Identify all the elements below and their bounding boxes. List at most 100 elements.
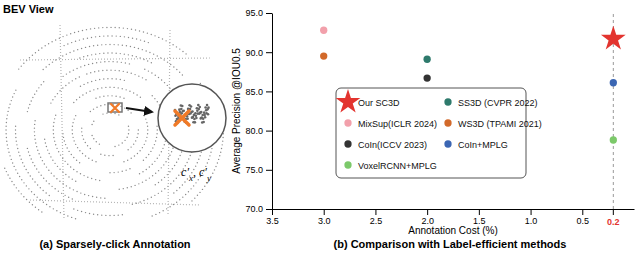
bev-point	[169, 206, 170, 207]
bev-point	[138, 48, 139, 49]
bev-point	[53, 129, 54, 130]
bev-point	[148, 70, 149, 71]
car-point	[194, 112, 197, 115]
bev-point	[95, 179, 96, 180]
bev-point	[29, 155, 30, 156]
bev-point	[125, 62, 126, 63]
bev-point	[40, 187, 41, 188]
bev-point	[142, 49, 143, 50]
bev-point	[158, 193, 159, 194]
bev-point	[152, 175, 153, 176]
bev-point	[139, 173, 140, 174]
bev-point	[146, 122, 147, 123]
bev-point	[130, 46, 131, 47]
panel-title: BEV View	[3, 3, 54, 15]
bev-point	[79, 162, 80, 163]
bev-point	[67, 43, 68, 44]
tick-label: 3.5	[266, 216, 279, 226]
bev-point	[120, 79, 121, 80]
bev-point	[212, 173, 213, 174]
bev-point	[104, 198, 105, 199]
bev-point	[99, 79, 100, 80]
bev-point	[34, 120, 35, 121]
bev-point	[72, 178, 73, 179]
bev-point	[151, 215, 152, 216]
bev-point	[157, 101, 158, 102]
bev-point	[119, 189, 120, 190]
bev-point	[68, 176, 69, 177]
bev-point	[118, 214, 119, 215]
bev-point	[87, 145, 88, 146]
y-axis-title: Average Precision @IOU0.5	[231, 48, 242, 174]
tick: 80.0	[245, 126, 272, 136]
bev-point	[136, 56, 137, 57]
bev-point	[155, 184, 156, 185]
bev-point	[134, 47, 135, 48]
bev-point	[119, 96, 120, 97]
bev-point	[101, 44, 102, 45]
car-point	[195, 114, 198, 117]
bev-point	[103, 53, 104, 54]
bev-point	[170, 64, 171, 65]
car-point	[191, 116, 194, 119]
car-point	[195, 117, 198, 120]
bev-point	[115, 53, 116, 54]
bev-point	[154, 98, 155, 99]
panel-a: c′x, c′yBEV View(a) Sparsely-click Annot…	[3, 3, 226, 250]
bev-point	[72, 198, 73, 199]
bev-point	[220, 151, 221, 152]
bev-point	[167, 61, 168, 62]
bev-point	[207, 162, 208, 163]
tick: 95.0	[245, 8, 272, 18]
bev-point	[188, 158, 189, 159]
bev-point	[179, 187, 180, 188]
bev-point	[173, 66, 174, 67]
bev-point	[199, 192, 200, 193]
bev-point	[169, 171, 170, 172]
bev-point	[211, 148, 212, 149]
bev-point	[43, 81, 44, 82]
bev-point	[111, 52, 112, 53]
bev-point	[107, 52, 108, 53]
bev-point	[146, 169, 147, 170]
bev-point	[149, 166, 150, 167]
bev-point	[11, 100, 12, 101]
bev-point	[65, 144, 66, 145]
bev-point	[158, 37, 159, 38]
tick-mark	[427, 209, 428, 215]
legend-marker	[344, 140, 351, 147]
car-point	[182, 109, 185, 112]
bev-point	[152, 147, 153, 148]
bev-point	[124, 107, 125, 108]
bev-point	[18, 190, 19, 191]
bev-point	[83, 138, 84, 139]
tick-mark	[266, 91, 272, 92]
legend-label: Our SC3D	[358, 98, 400, 108]
bev-point	[202, 189, 203, 190]
bev-point	[147, 60, 148, 61]
bev-point	[81, 127, 82, 128]
bev-point	[6, 140, 7, 141]
bev-point	[85, 47, 86, 48]
bev-structure	[60, 25, 64, 220]
bev-point	[105, 44, 106, 45]
bev-point	[7, 148, 8, 149]
bev-point	[73, 69, 74, 70]
bev-point	[143, 160, 144, 161]
bev-point	[66, 147, 67, 148]
annotation-label: 0.2	[607, 217, 620, 227]
bev-point	[38, 171, 39, 172]
bev-point	[117, 61, 118, 62]
bev-point	[91, 54, 92, 55]
bev-point	[105, 87, 106, 88]
bev-point	[53, 122, 54, 123]
axis-line	[272, 14, 273, 210]
bev-point	[73, 208, 74, 209]
bev-point	[125, 169, 126, 170]
bev-point	[104, 104, 105, 105]
bev-point	[27, 111, 28, 112]
bev-point	[118, 87, 119, 88]
bev-point	[193, 185, 194, 186]
bev-point	[154, 195, 155, 196]
bev-point	[173, 180, 174, 181]
